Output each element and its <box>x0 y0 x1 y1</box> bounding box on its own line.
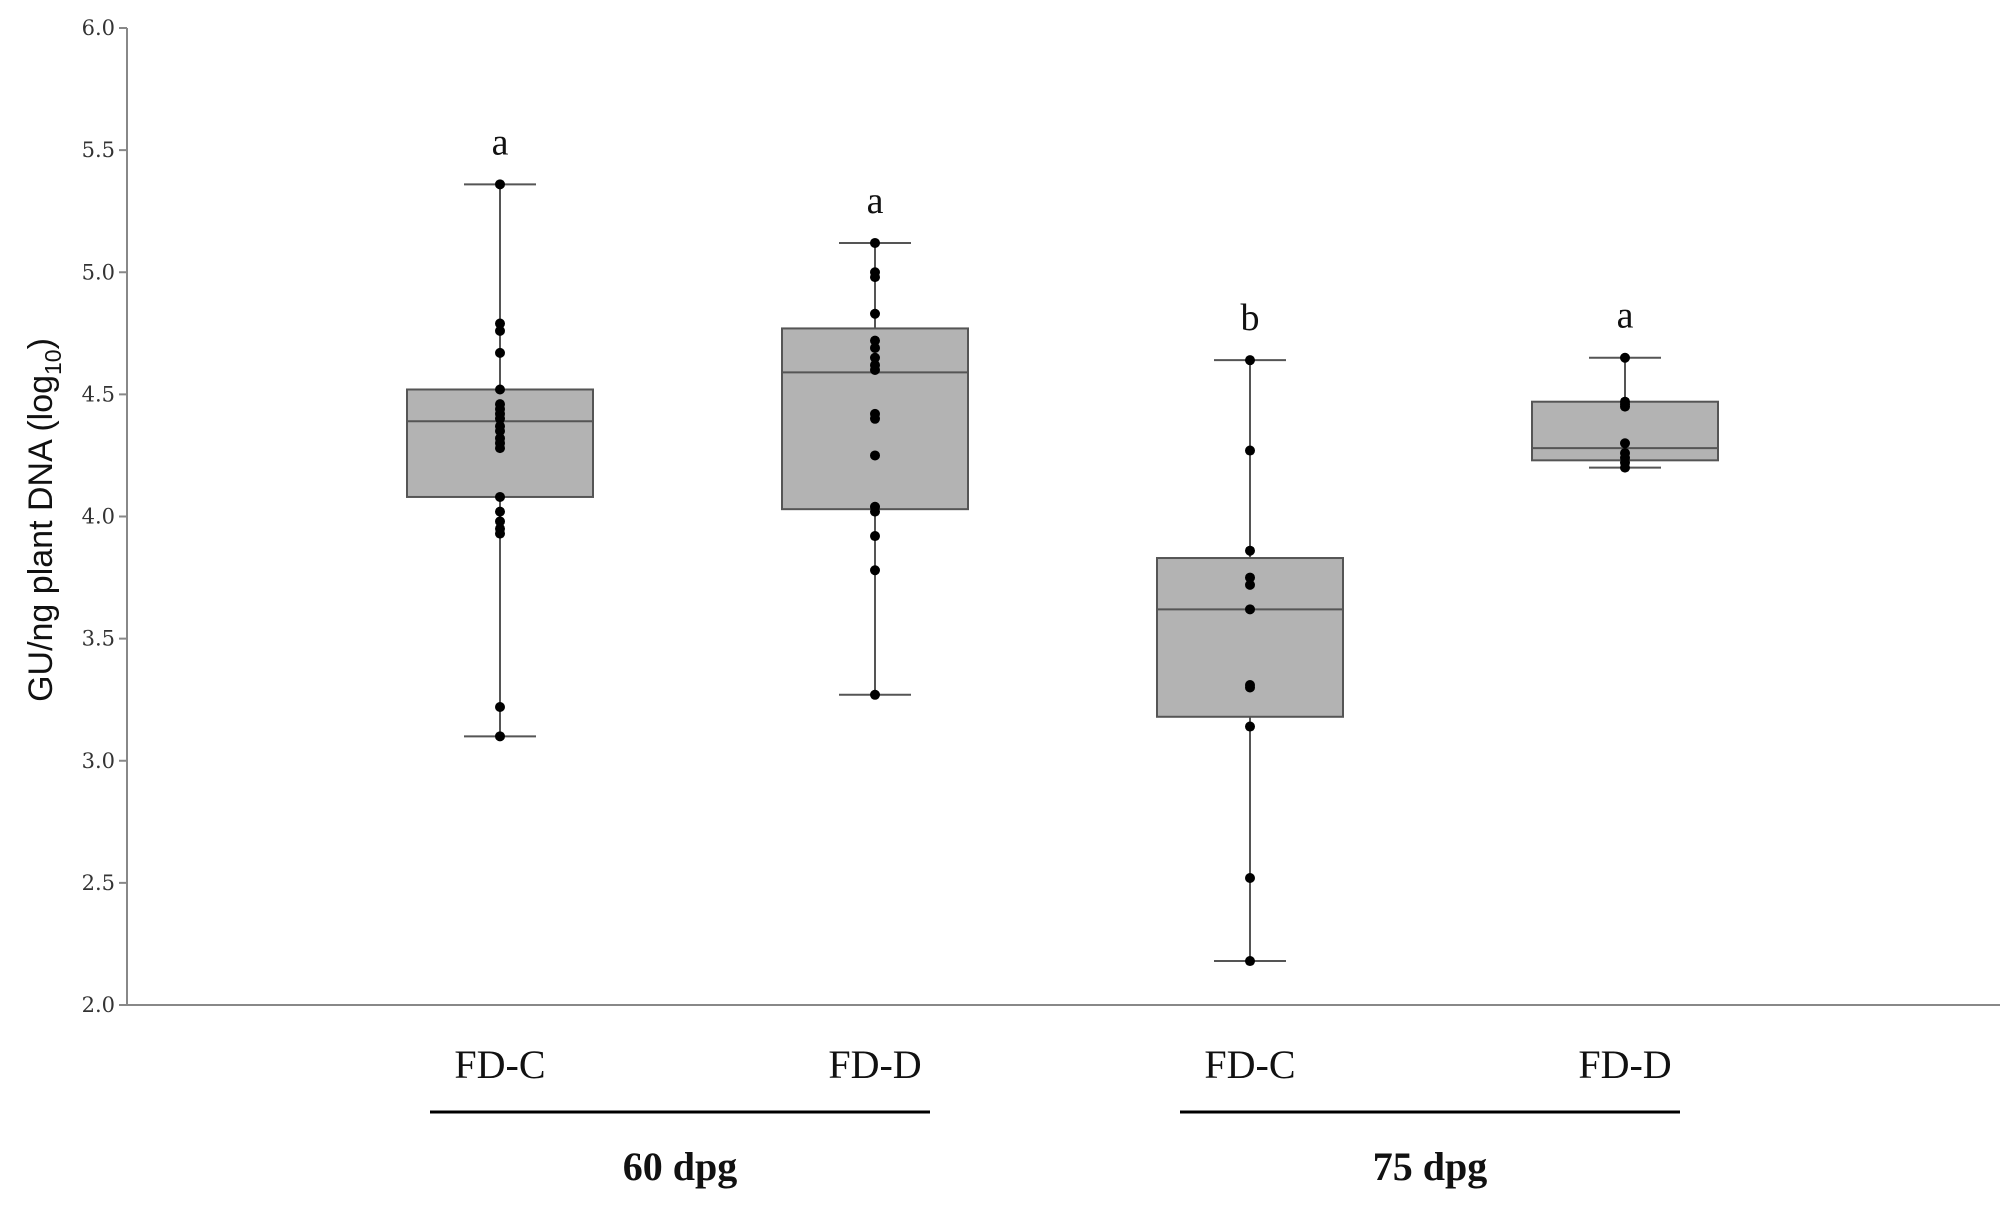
y-tick-label: 6.0 <box>82 16 115 40</box>
significance-label: a <box>867 180 884 222</box>
box-4: a <box>1531 295 1719 473</box>
data-point <box>870 335 880 346</box>
y-tick-label: 4.5 <box>82 382 115 406</box>
box-3: b <box>1156 297 1344 967</box>
boxes: a a b a <box>406 121 1719 967</box>
significance-label: a <box>492 121 509 163</box>
y-axis-label-subscript: 10 <box>40 349 66 375</box>
data-point <box>495 506 505 517</box>
data-point <box>495 413 505 424</box>
y-axis-label: GU/ng plant DNA (log10) <box>22 338 66 702</box>
category-label: FD-C <box>1204 1042 1295 1087</box>
data-point <box>1620 462 1630 473</box>
data-point <box>870 342 880 353</box>
y-tick-label: 3.0 <box>82 749 115 773</box>
box-1: a <box>406 121 594 742</box>
data-point <box>1620 352 1630 363</box>
data-point <box>870 531 880 542</box>
data-point <box>495 443 505 454</box>
data-point <box>870 237 880 248</box>
significance-label: a <box>1617 295 1634 337</box>
data-point <box>1245 355 1255 366</box>
data-point <box>495 179 505 190</box>
axes: 2.0 2.5 3.0 3.5 4.0 4.5 5.0 5.5 6.0 <box>82 16 2000 1017</box>
y-tick-label: 2.0 <box>82 993 115 1017</box>
y-axis-label-main: GU/ng plant DNA (log <box>22 375 60 702</box>
data-point <box>870 364 880 375</box>
data-point <box>1245 682 1255 693</box>
data-point <box>1245 572 1255 583</box>
y-tick-label: 4.0 <box>82 505 115 529</box>
data-point <box>495 491 505 502</box>
data-point <box>1245 579 1255 590</box>
data-point <box>870 413 880 424</box>
data-point <box>1620 438 1630 449</box>
group-label: 60 dpg <box>623 1144 738 1189</box>
data-point <box>495 516 505 527</box>
y-tick-label: 2.5 <box>82 871 115 895</box>
data-point <box>870 450 880 461</box>
data-point <box>870 272 880 283</box>
data-point <box>1245 545 1255 556</box>
data-point <box>495 426 505 437</box>
data-point <box>495 384 505 395</box>
significance-label: b <box>1241 297 1260 339</box>
data-point <box>1245 872 1255 883</box>
data-point <box>495 528 505 539</box>
data-point <box>870 352 880 363</box>
data-point <box>1245 956 1255 967</box>
category-label: FD-C <box>454 1042 545 1087</box>
category-label: FD-D <box>1578 1042 1671 1087</box>
data-point <box>870 308 880 319</box>
data-point <box>495 318 505 329</box>
y-tick-label: 3.5 <box>82 627 115 651</box>
category-label: FD-D <box>828 1042 921 1087</box>
data-point <box>870 506 880 517</box>
y-tick-label: 5.5 <box>82 138 115 162</box>
data-point <box>495 702 505 713</box>
y-axis-label-close: ) <box>22 338 60 349</box>
y-tick-label: 5.0 <box>82 260 115 284</box>
data-point <box>1245 604 1255 615</box>
data-point <box>1245 721 1255 732</box>
x-axis-labels: FD-C FD-D FD-C FD-D 60 dpg 75 dpg <box>430 1042 1680 1189</box>
data-point <box>1245 445 1255 456</box>
data-point <box>495 347 505 358</box>
data-point <box>870 689 880 700</box>
data-point <box>870 565 880 576</box>
data-point <box>495 731 505 742</box>
data-point <box>495 325 505 336</box>
data-point <box>1620 401 1630 412</box>
box-2: a <box>781 180 969 700</box>
group-label: 75 dpg <box>1373 1144 1488 1189</box>
